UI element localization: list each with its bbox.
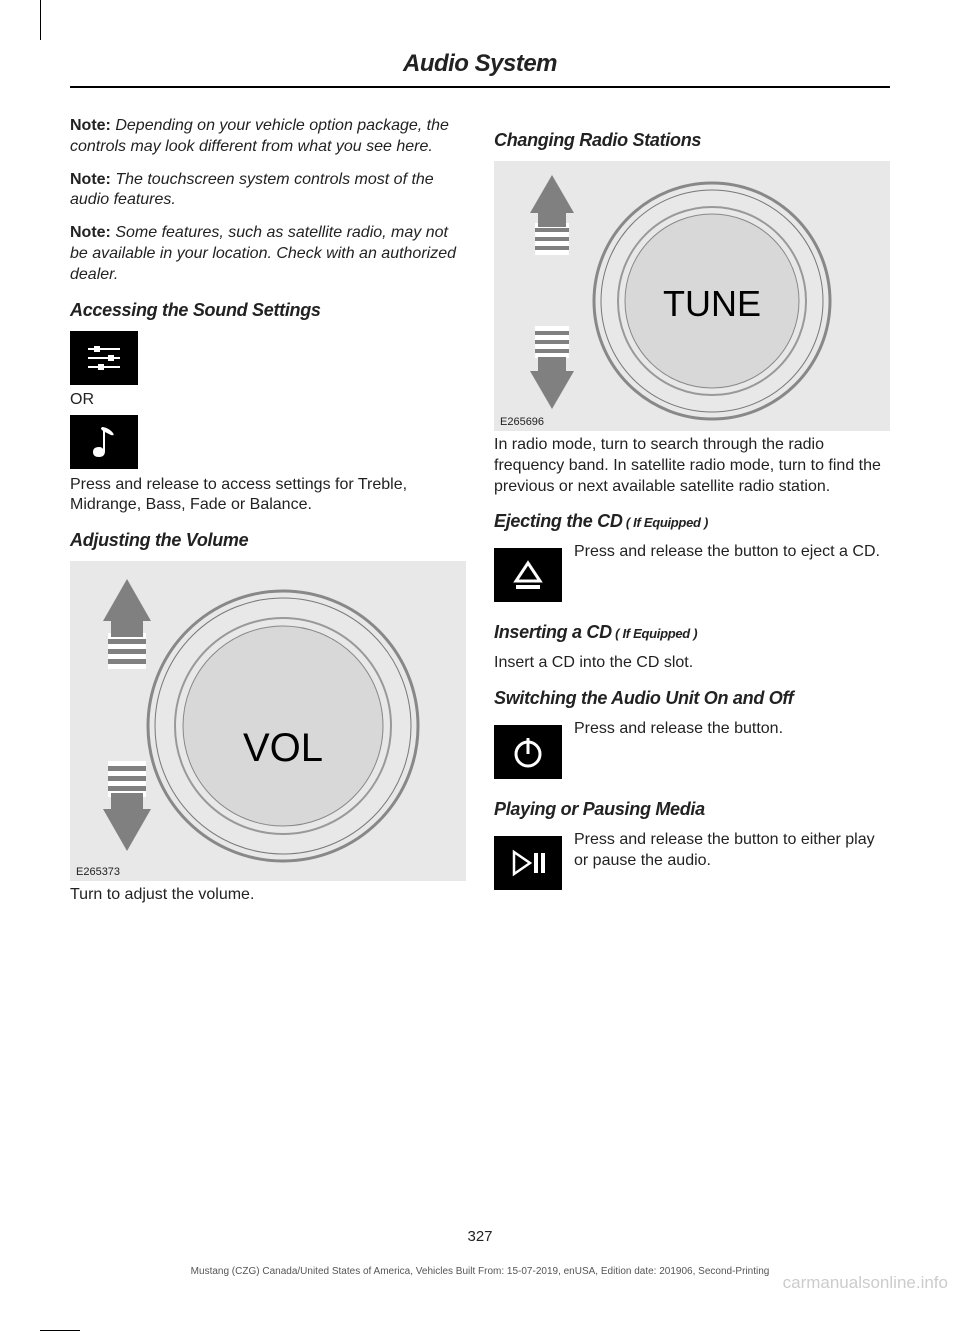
heading-power: Switching the Audio Unit On and Off <box>494 688 890 709</box>
or-label: OR <box>70 391 466 409</box>
down-arrow-icon <box>530 326 574 409</box>
two-column-layout: Note: Depending on your vehicle option p… <box>70 116 890 916</box>
page-header: Audio System <box>70 50 890 88</box>
play-row: Press and release the button to either p… <box>494 830 890 896</box>
volume-text: Turn to adjust the volume. <box>70 885 466 906</box>
up-arrow-icon <box>530 175 574 255</box>
eject-icon <box>494 548 562 602</box>
note-text: Some features, such as satellite radio, … <box>70 224 456 283</box>
note-paragraph: Note: Some features, such as satellite r… <box>70 223 466 285</box>
tune-dial-figure: TUNE <box>494 161 890 431</box>
page-title: Audio System <box>70 50 890 78</box>
note-label: Note: <box>70 117 111 134</box>
heading-play: Playing or Pausing Media <box>494 799 890 820</box>
eject-row: Press and release the button to eject a … <box>494 542 890 608</box>
crop-mark-bl <box>40 1330 80 1331</box>
watermark: carmanualsonline.info <box>783 1273 948 1293</box>
volume-dial-figure: VOL <box>70 561 466 881</box>
tune-label: TUNE <box>663 283 761 324</box>
figure-code: E265696 <box>498 415 546 429</box>
up-arrow-icon <box>103 579 151 669</box>
power-icon <box>494 725 562 779</box>
sound-settings-text: Press and release to access settings for… <box>70 475 466 517</box>
heading-eject-sub: ( If Equipped ) <box>623 515 708 530</box>
down-arrow-icon <box>103 761 151 851</box>
play-pause-icon <box>494 836 562 890</box>
power-text: Press and release the button. <box>574 719 890 740</box>
note-paragraph: Note: Depending on your vehicle option p… <box>70 116 466 158</box>
radio-text: In radio mode, turn to search through th… <box>494 435 890 497</box>
heading-radio: Changing Radio Stations <box>494 130 890 151</box>
note-label: Note: <box>70 224 111 241</box>
heading-insert: Inserting a CD ( If Equipped ) <box>494 622 890 643</box>
heading-insert-main: Inserting a CD <box>494 622 612 642</box>
music-note-icon <box>70 415 138 469</box>
vol-label: VOL <box>243 726 323 770</box>
heading-eject-main: Ejecting the CD <box>494 511 623 531</box>
left-column: Note: Depending on your vehicle option p… <box>70 116 466 916</box>
play-text: Press and release the button to either p… <box>574 830 890 872</box>
sliders-icon <box>70 331 138 385</box>
figure-code: E265373 <box>74 865 122 879</box>
heading-sound-settings: Accessing the Sound Settings <box>70 300 466 321</box>
insert-text: Insert a CD into the CD slot. <box>494 653 890 674</box>
power-row: Press and release the button. <box>494 719 890 785</box>
heading-insert-sub: ( If Equipped ) <box>612 626 697 641</box>
note-label: Note: <box>70 171 111 188</box>
right-column: Changing Radio Stations TUNE <box>494 116 890 916</box>
page-number: 327 <box>0 1228 960 1245</box>
heading-eject: Ejecting the CD ( If Equipped ) <box>494 511 890 532</box>
note-paragraph: Note: The touchscreen system controls mo… <box>70 170 466 212</box>
heading-volume: Adjusting the Volume <box>70 530 466 551</box>
page-container: Audio System Note: Depending on your veh… <box>0 0 960 1337</box>
eject-text: Press and release the button to eject a … <box>574 542 890 563</box>
note-text: The touchscreen system controls most of … <box>70 171 434 209</box>
note-text: Depending on your vehicle option package… <box>70 117 449 155</box>
